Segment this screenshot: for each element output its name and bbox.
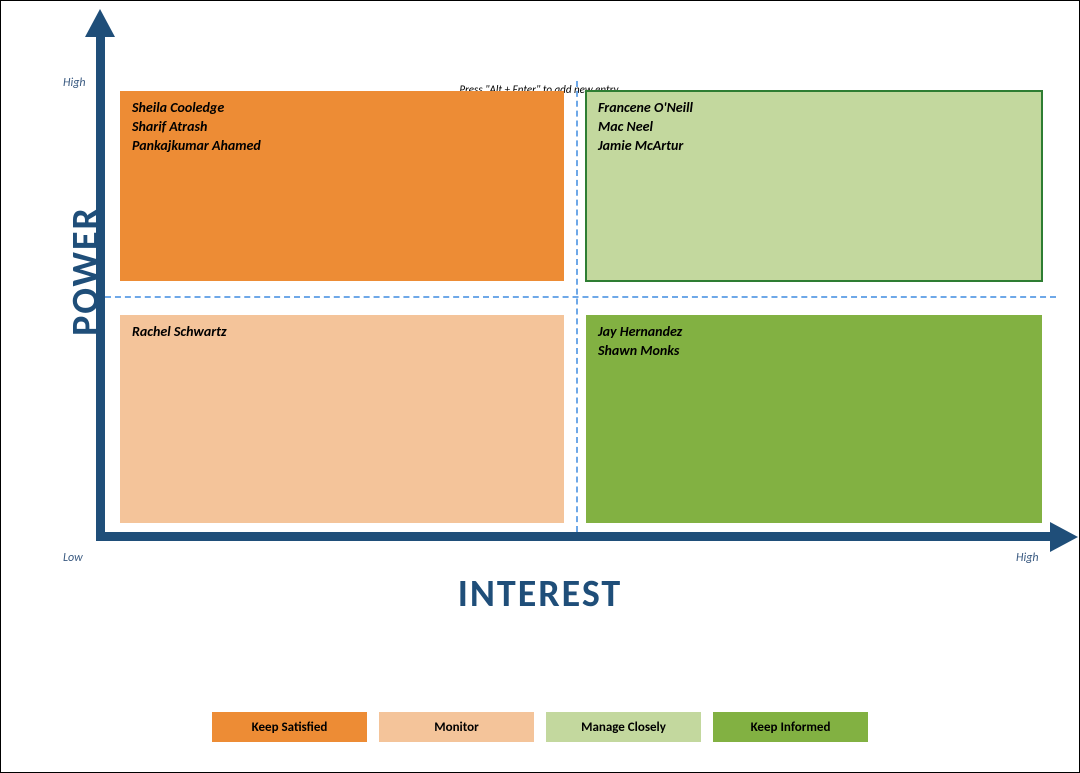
axis-low-tick: Low (63, 551, 83, 565)
stakeholder-name: Francene O'Neill (598, 99, 1030, 118)
x-axis-high-tick: High (1016, 551, 1039, 565)
stakeholder-name: Sheila Cooledge (132, 99, 552, 118)
legend-item-keep-satisfied: Keep Satisfied (212, 712, 367, 742)
y-axis (96, 31, 105, 541)
x-axis-label: INTEREST (458, 571, 622, 617)
legend-item-keep-informed: Keep Informed (713, 712, 868, 742)
x-axis-arrow-icon (1050, 522, 1078, 552)
quadrant-keep-informed[interactable]: Jay HernandezShawn Monks (586, 315, 1042, 523)
horizontal-divider (105, 296, 1056, 298)
legend-item-manage-closely: Manage Closely (546, 712, 701, 742)
quadrant-monitor[interactable]: Rachel Schwartz (120, 315, 564, 523)
stakeholder-matrix-frame: POWER INTEREST High Low High Press "Alt … (0, 0, 1080, 773)
stakeholder-name: Rachel Schwartz (132, 323, 552, 342)
quadrant-keep-satisfied[interactable]: Sheila CooledgeSharif AtrashPankajkumar … (120, 91, 564, 281)
stakeholder-name: Pankajkumar Ahamed (132, 137, 552, 156)
y-axis-high-tick: High (63, 76, 86, 90)
vertical-divider (576, 81, 578, 532)
stakeholder-name: Jay Hernandez (598, 323, 1030, 342)
stakeholder-name: Sharif Atrash (132, 118, 552, 137)
x-axis (96, 532, 1056, 541)
chart-area: Sheila CooledgeSharif AtrashPankajkumar … (96, 31, 1056, 541)
y-axis-arrow-icon (85, 9, 115, 37)
stakeholder-name: Jamie McArtur (598, 137, 1030, 156)
legend: Keep Satisfied Monitor Manage Closely Keep … (1, 712, 1079, 742)
stakeholder-name: Shawn Monks (598, 342, 1030, 361)
stakeholder-name: Mac Neel (598, 118, 1030, 137)
quadrant-manage-closely[interactable]: Francene O'NeillMac NeelJamie McArtur (586, 91, 1042, 281)
legend-item-monitor: Monitor (379, 712, 534, 742)
